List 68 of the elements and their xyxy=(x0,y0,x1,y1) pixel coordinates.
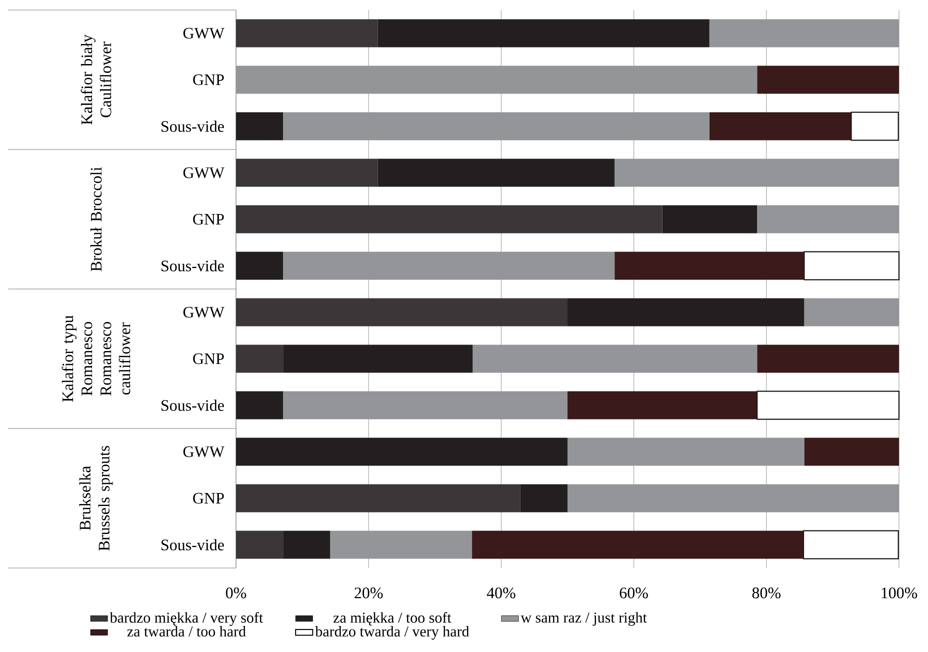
y-tick-label: GWW xyxy=(183,446,224,458)
y-tick-label: GNP xyxy=(193,214,224,225)
bar xyxy=(568,484,899,512)
bar xyxy=(757,66,899,94)
text: Kalafior typu Romanesco Romanesco cauliflower xyxy=(62,315,130,402)
bar xyxy=(283,391,568,420)
bar xyxy=(283,530,330,559)
bar xyxy=(236,344,284,373)
x-tick-label: 40% xyxy=(486,588,516,598)
y-tick-label: GWW xyxy=(183,28,224,39)
legend-label: bardzo twarda / very hard xyxy=(315,626,470,640)
text: Kalafior biały Cauliflower xyxy=(80,34,112,125)
y-tick-label: GWW xyxy=(183,306,224,318)
bar xyxy=(804,298,899,326)
y-tick-label: GNP xyxy=(193,353,224,364)
y-tick-label: GNP xyxy=(193,492,224,504)
bar xyxy=(614,252,804,280)
bar xyxy=(378,158,615,187)
y-tick-label: Sous-vide xyxy=(162,539,224,550)
legend-label: za miękka / too soft xyxy=(333,612,452,626)
bar xyxy=(850,112,899,141)
bar xyxy=(283,112,710,140)
bar xyxy=(330,530,472,559)
x-tick-label: 100% xyxy=(882,588,918,598)
bar xyxy=(236,112,284,140)
bar xyxy=(236,298,568,326)
legend-label: w sam raz / just right xyxy=(520,612,647,626)
bar xyxy=(803,530,899,560)
bar xyxy=(236,66,758,94)
x-tick-label: 0% xyxy=(226,588,246,598)
y-tick-label: GNP xyxy=(193,74,224,86)
text: Brokuł Broccoli xyxy=(90,167,102,272)
bar xyxy=(709,112,852,140)
bar xyxy=(757,344,899,373)
bar xyxy=(236,438,568,466)
bar xyxy=(236,391,284,420)
bar xyxy=(236,205,662,234)
bar xyxy=(804,438,899,466)
legend-label: bardzo miękka / very soft xyxy=(110,612,264,626)
y-tick-label: Sous-vide xyxy=(162,260,224,272)
bar xyxy=(236,19,378,48)
legend-label: za twarda / too hard xyxy=(127,626,246,637)
bar xyxy=(236,484,520,512)
bar xyxy=(520,484,568,512)
x-tick-label: 20% xyxy=(354,588,383,598)
bar xyxy=(472,530,804,559)
y-tick-label: Sous-vide xyxy=(162,120,224,132)
bar xyxy=(568,391,758,420)
x-tick-label: 80% xyxy=(752,588,781,598)
bar xyxy=(804,251,900,280)
x-tick-label: 60% xyxy=(620,588,648,598)
bar xyxy=(472,344,758,373)
bar xyxy=(236,252,284,280)
bar xyxy=(568,438,804,466)
bar xyxy=(236,530,284,559)
bar xyxy=(757,205,899,234)
text: Brukselka Brussels sprouts xyxy=(79,446,113,551)
bar xyxy=(378,19,710,48)
y-tick-label: GWW xyxy=(183,167,224,178)
bar xyxy=(283,252,615,280)
bar xyxy=(283,344,473,373)
bar xyxy=(662,205,758,234)
bar xyxy=(568,298,804,326)
bar xyxy=(709,19,899,48)
bar xyxy=(614,158,899,187)
y-tick-label: Sous-vide xyxy=(162,400,224,411)
bar xyxy=(756,390,900,420)
bar xyxy=(236,158,378,187)
